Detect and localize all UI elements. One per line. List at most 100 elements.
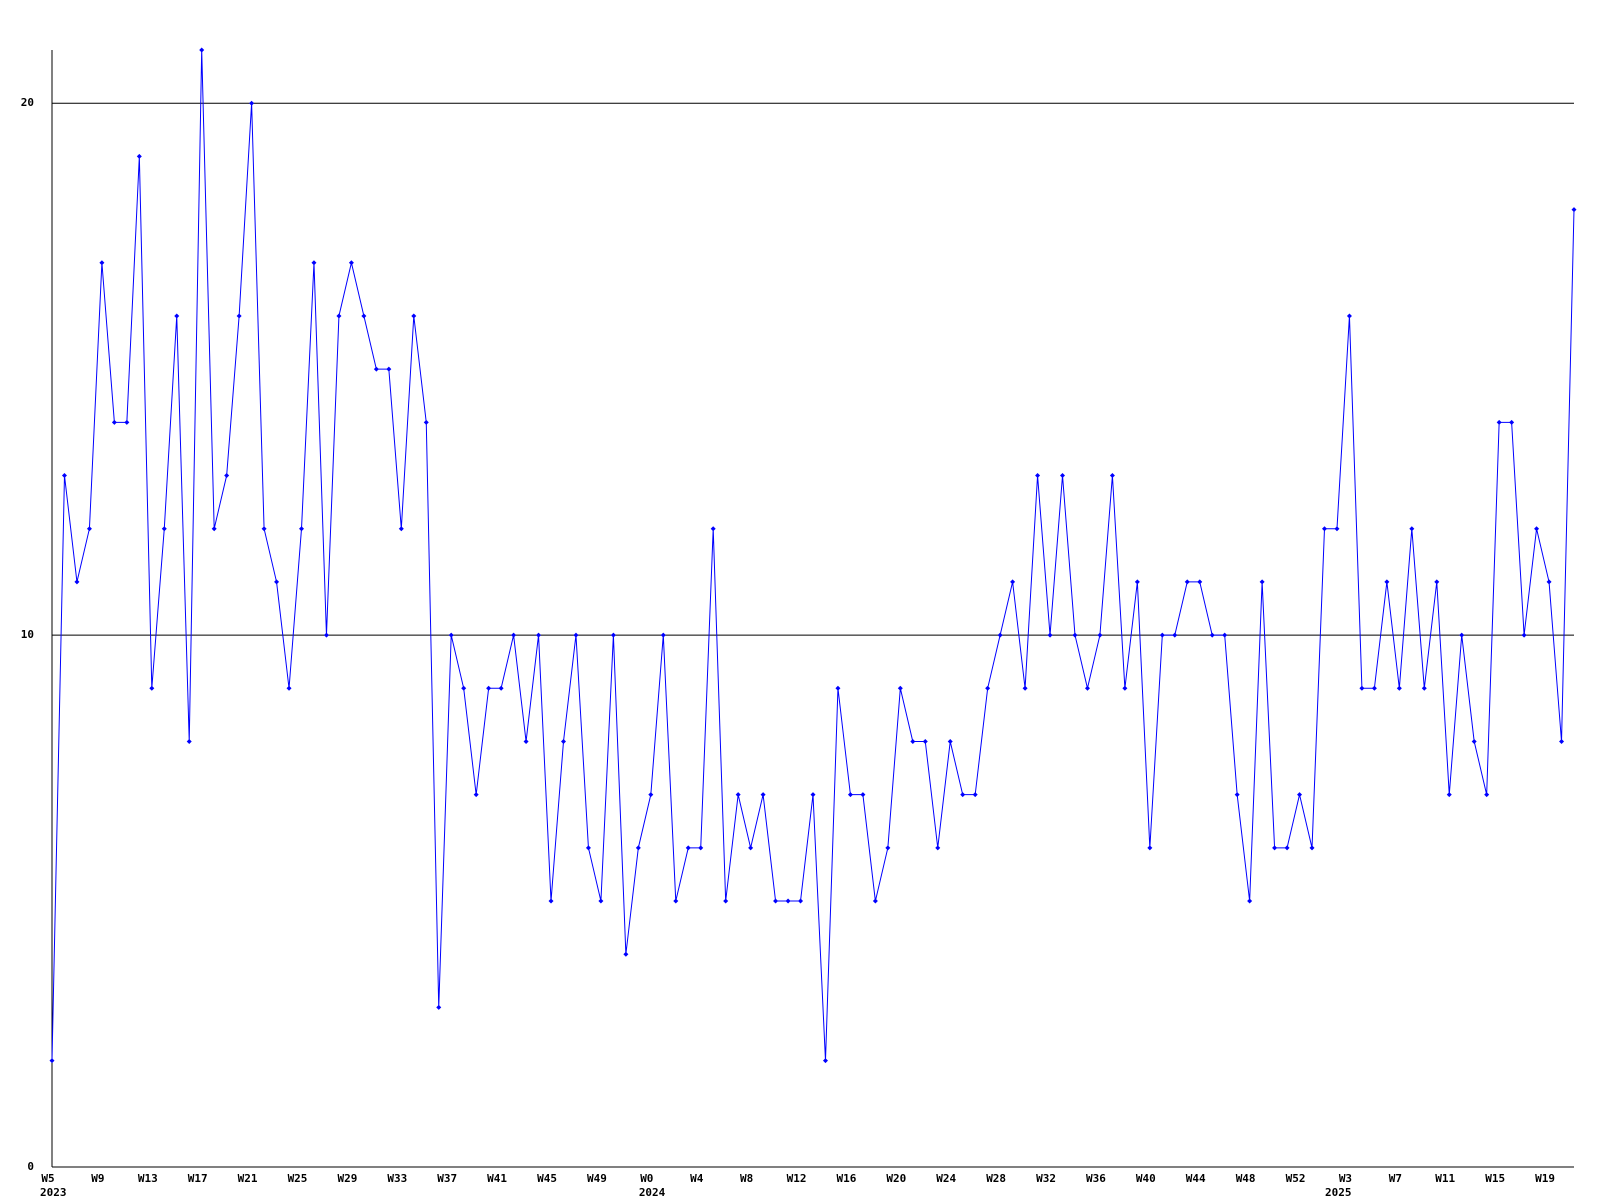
x-tick-label: W3 <box>1339 1172 1352 1185</box>
x-tick-label: W36 <box>1086 1172 1106 1185</box>
point <box>511 632 517 638</box>
point <box>1084 685 1090 691</box>
point <box>723 898 729 904</box>
point <box>1384 579 1390 585</box>
point <box>1359 685 1365 691</box>
point <box>299 526 305 532</box>
point <box>498 685 504 691</box>
x-tick-label: W48 <box>1236 1172 1256 1185</box>
point <box>249 100 255 106</box>
point <box>398 526 404 532</box>
point <box>835 685 841 691</box>
point <box>1197 579 1203 585</box>
point <box>1172 632 1178 638</box>
point <box>1272 845 1278 851</box>
point <box>199 47 205 53</box>
point <box>623 951 629 957</box>
point <box>1396 685 1402 691</box>
point <box>1321 526 1327 532</box>
point <box>473 792 479 798</box>
x-tick-label: W21 <box>238 1172 258 1185</box>
point <box>461 685 467 691</box>
point <box>1459 632 1465 638</box>
x-tick-label: W49 <box>587 1172 607 1185</box>
point <box>1371 685 1377 691</box>
x-tick-label: W0 <box>640 1172 653 1185</box>
x-tick-label: W19 <box>1535 1172 1555 1185</box>
point <box>773 898 779 904</box>
point <box>186 738 192 744</box>
point <box>1072 632 1078 638</box>
point <box>236 313 242 319</box>
point <box>411 313 417 319</box>
point <box>61 473 67 479</box>
point <box>1434 579 1440 585</box>
point <box>323 632 329 638</box>
point <box>111 419 117 425</box>
point <box>735 792 741 798</box>
point <box>1010 579 1016 585</box>
year-label: 2025 <box>1325 1186 1352 1199</box>
point <box>361 313 367 319</box>
x-tick-label: W25 <box>288 1172 308 1185</box>
x-tick-label: W13 <box>138 1172 158 1185</box>
point <box>1284 845 1290 851</box>
point <box>997 632 1003 638</box>
point <box>149 685 155 691</box>
point <box>1421 685 1427 691</box>
y-tick-label: 0 <box>27 1160 34 1173</box>
point <box>698 845 704 851</box>
point <box>74 579 80 585</box>
point <box>760 792 766 798</box>
point <box>1159 632 1165 638</box>
point <box>1222 632 1228 638</box>
point <box>960 792 966 798</box>
point <box>336 313 342 319</box>
point <box>947 738 953 744</box>
point <box>274 579 280 585</box>
x-tick-label: W7 <box>1389 1172 1402 1185</box>
x-tick-label: W9 <box>91 1172 104 1185</box>
point <box>536 632 542 638</box>
y-tick-label: 20 <box>21 96 34 109</box>
point <box>648 792 654 798</box>
y-tick-label: 10 <box>21 628 34 641</box>
point <box>99 260 105 266</box>
x-tick-label: W20 <box>886 1172 906 1185</box>
x-tick-label: W29 <box>337 1172 357 1185</box>
x-tick-label: W12 <box>787 1172 807 1185</box>
point <box>635 845 641 851</box>
point <box>1534 526 1540 532</box>
point <box>585 845 591 851</box>
x-tick-label: W45 <box>537 1172 557 1185</box>
x-tick-label: W4 <box>690 1172 704 1185</box>
point <box>1022 685 1028 691</box>
point <box>610 632 616 638</box>
point <box>885 845 891 851</box>
point <box>436 1004 442 1010</box>
point <box>1297 792 1303 798</box>
x-tick-label: W5 <box>41 1172 54 1185</box>
x-tick-label: W40 <box>1136 1172 1156 1185</box>
x-tick-label: W15 <box>1485 1172 1505 1185</box>
point <box>348 260 354 266</box>
x-tick-label: W37 <box>437 1172 457 1185</box>
point <box>1521 632 1527 638</box>
point <box>1147 845 1153 851</box>
point <box>673 898 679 904</box>
point <box>448 632 454 638</box>
point <box>1309 845 1315 851</box>
point <box>261 526 267 532</box>
point <box>560 738 566 744</box>
point <box>710 526 716 532</box>
point <box>211 526 217 532</box>
point <box>785 898 791 904</box>
x-tick-label: W32 <box>1036 1172 1056 1185</box>
point <box>1247 898 1253 904</box>
point <box>1209 632 1215 638</box>
point <box>985 685 991 691</box>
point <box>872 898 878 904</box>
point <box>423 419 429 425</box>
